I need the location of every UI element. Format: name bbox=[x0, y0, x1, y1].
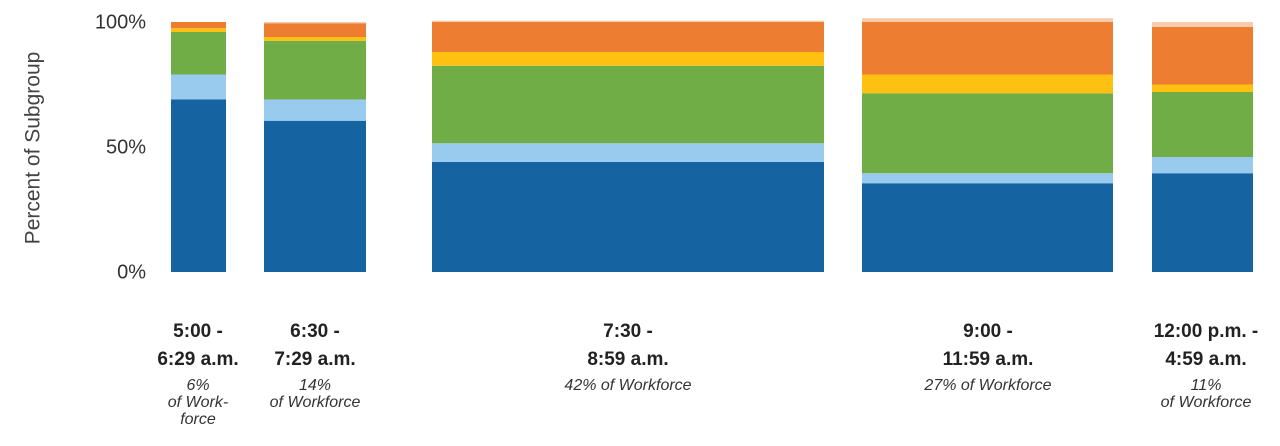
category-label: 6:30 - bbox=[290, 321, 340, 342]
bar-segment-1 bbox=[862, 183, 1113, 272]
bar-segment-5 bbox=[171, 22, 226, 29]
bar-segment-5 bbox=[862, 22, 1113, 75]
workforce-share-label: 27% of Workforce bbox=[923, 377, 1051, 394]
bar-group bbox=[862, 18, 1113, 272]
category-label: 5:00 - bbox=[173, 321, 223, 342]
bar-segment-2 bbox=[432, 143, 824, 162]
y-axis-title: Percent of Subgroup bbox=[22, 52, 45, 245]
workforce-share-label: of Workforce bbox=[270, 394, 361, 411]
bar-segment-3 bbox=[1152, 92, 1253, 157]
bar-segment-5 bbox=[264, 23, 366, 37]
y-axis-label: Percent of Subgroup bbox=[22, 52, 45, 245]
bar-segment-6 bbox=[862, 18, 1113, 22]
bar-group bbox=[264, 22, 366, 272]
bar-segment-2 bbox=[171, 74, 226, 100]
bar-segment-3 bbox=[171, 32, 226, 75]
workforce-share-label: 42% of Workforce bbox=[564, 377, 691, 394]
bar-group bbox=[171, 22, 226, 272]
bar-segment-4 bbox=[171, 28, 226, 32]
bar-segment-1 bbox=[1152, 173, 1253, 272]
category-label: 7:29 a.m. bbox=[274, 349, 355, 370]
y-tick-label: 50% bbox=[106, 136, 146, 158]
category-label: 12:00 p.m. - bbox=[1154, 321, 1259, 342]
workforce-share-label: of Workforce bbox=[1161, 394, 1252, 411]
bar-segment-4 bbox=[264, 37, 366, 41]
workforce-share-label: 14% bbox=[299, 377, 331, 394]
bar-group bbox=[432, 20, 824, 272]
bar-segment-6 bbox=[1152, 22, 1253, 27]
category-label: 4:59 a.m. bbox=[1165, 349, 1246, 370]
bar-segment-6 bbox=[432, 20, 824, 22]
x-axis-labels: 5:00 - 6:29 a.m. 6%of Work-force 6:30 - 7:29… bbox=[157, 321, 1258, 428]
category-label: 6:29 a.m. bbox=[157, 349, 238, 370]
category-label: 7:30 - bbox=[603, 321, 653, 342]
workforce-share-label: 11% bbox=[1191, 377, 1222, 394]
y-tick-label: 0% bbox=[117, 261, 146, 283]
bar-segment-2 bbox=[264, 99, 366, 121]
bar-segment-6 bbox=[264, 22, 366, 24]
workforce-share-label: force bbox=[180, 411, 216, 428]
bar-segment-3 bbox=[264, 40, 366, 100]
bar-segment-2 bbox=[1152, 157, 1253, 174]
bar-segment-5 bbox=[1152, 27, 1253, 85]
category-label: 9:00 - bbox=[963, 321, 1013, 342]
bar-segment-1 bbox=[264, 120, 366, 272]
bar-segment-2 bbox=[862, 173, 1113, 184]
bar-segment-3 bbox=[862, 93, 1113, 174]
category-label: 11:59 a.m. bbox=[943, 349, 1034, 370]
bar-segment-4 bbox=[432, 52, 824, 66]
bar-segment-1 bbox=[432, 162, 824, 272]
y-tick-label: 100% bbox=[95, 11, 146, 33]
y-axis-ticks: 0% 50% 100% bbox=[95, 11, 146, 283]
workforce-share-label: 6% bbox=[186, 377, 209, 394]
plot-area bbox=[171, 18, 1253, 272]
bar-segment-1 bbox=[171, 99, 226, 272]
workforce-share-label: of Work- bbox=[168, 394, 228, 411]
category-label: 8:59 a.m. bbox=[587, 349, 668, 370]
bar-segment-5 bbox=[432, 22, 824, 52]
bar-segment-3 bbox=[432, 65, 824, 144]
bar-segment-4 bbox=[1152, 84, 1253, 92]
bar-group bbox=[1152, 22, 1253, 272]
bar-segment-4 bbox=[862, 74, 1113, 94]
